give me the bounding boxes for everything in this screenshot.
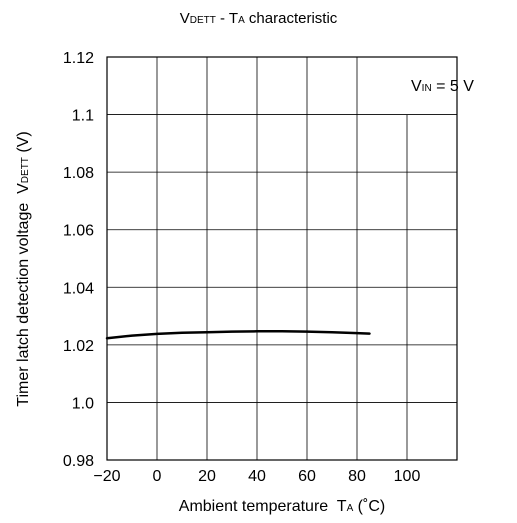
annotation-symbol-subscript: IN [421,83,432,94]
x-axis-symbol: T [336,498,347,515]
y-tick-label: 1.08 [63,165,94,182]
x-tick-label: 40 [248,468,266,485]
title-separator: - [215,10,229,27]
y-tick-label: 1.1 [72,108,94,125]
chart-title: VDETT - TA characteristic [0,10,517,27]
x-tick-label: −20 [93,468,120,485]
x-axis-label-text: Ambient temperature [178,498,337,515]
y-axis-unit: (V) [15,131,32,158]
title-rest: characteristic [244,10,338,27]
annotation-rest: = 5 V [431,78,474,95]
y-axis-symbol: V [15,183,32,194]
x-tick-label: 80 [348,468,366,485]
x-axis-unit: (˚C) [353,498,386,515]
y-tick-labels: 0.98 1.0 1.02 1.04 1.06 1.08 1.1 1.12 [63,50,94,470]
title-param: T [228,10,239,27]
y-tick-label: 1.0 [72,395,94,412]
y-tick-label: 1.04 [63,280,94,297]
title-symbol-subscript: DETT [189,15,216,26]
plot-frame [106,56,458,461]
series-line [105,330,371,340]
x-tick-label: 20 [198,468,216,485]
series-layer [105,330,371,340]
y-tick-label: 1.02 [63,338,94,355]
x-tick-label: 0 [153,468,162,485]
title-symbol: V [179,10,190,27]
x-axis-label: Ambient temperature TA (˚C) [107,498,457,516]
y-axis-symbol-subscript: DETT [20,157,31,184]
x-tick-label: 60 [298,468,316,485]
y-tick-label: 1.12 [63,50,94,67]
annotation-symbol: V [411,78,422,95]
title-param-subscript: A [238,15,245,26]
x-tick-label: 100 [394,468,421,485]
x-axis-symbol-subscript: A [346,503,354,514]
x-tick-labels: −20 0 20 40 60 80 100 [93,468,420,485]
grid [107,57,457,460]
condition-annotation: VIN = 5 V [411,78,474,96]
y-tick-label: 1.06 [63,223,94,240]
y-axis-label: Timer latch detection voltage VDETT (V) [15,59,33,479]
y-tick-label: 0.98 [63,453,94,470]
y-axis-label-text: Timer latch detection voltage [15,193,32,407]
